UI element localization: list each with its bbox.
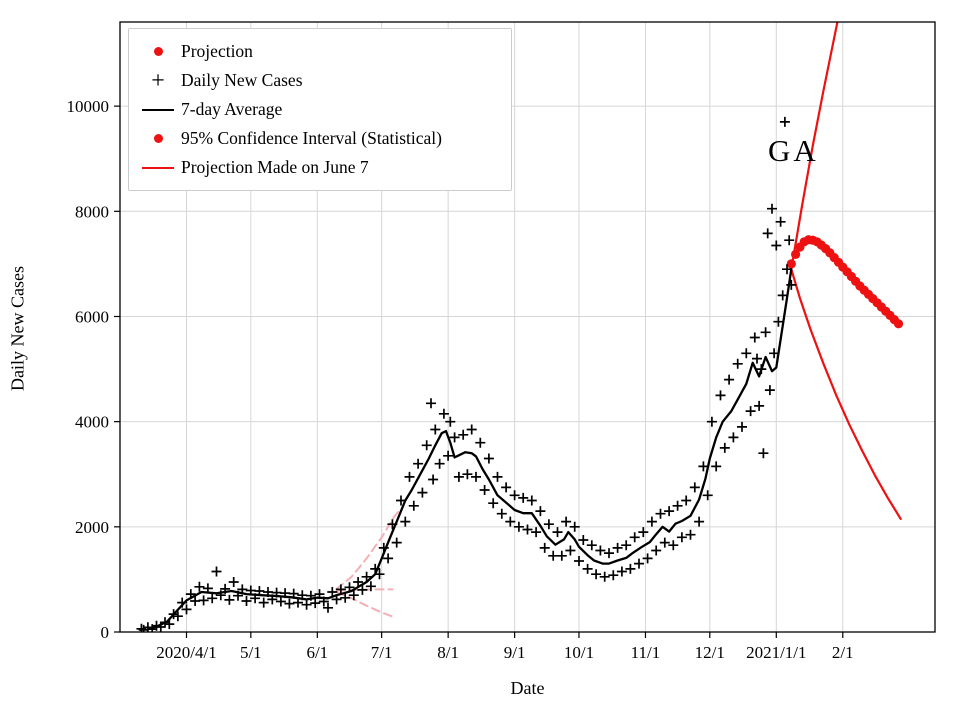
legend-item-7day-average: 7-day Average: [135, 95, 501, 124]
legend-label: 7-day Average: [181, 99, 283, 119]
svg-text:2000: 2000: [75, 518, 109, 537]
svg-text:10/1: 10/1: [564, 643, 594, 662]
red-dot-marker-icon: [135, 128, 181, 150]
svg-text:5/1: 5/1: [240, 643, 262, 662]
legend-item-daily-new-cases: Daily New Cases: [135, 66, 501, 95]
svg-text:2021/1/1: 2021/1/1: [746, 643, 806, 662]
svg-text:11/1: 11/1: [631, 643, 661, 662]
svg-text:7/1: 7/1: [371, 643, 393, 662]
chart-legend: Projection Daily New Cases 7-day Average…: [128, 28, 512, 191]
legend-label: 95% Confidence Interval (Statistical): [181, 128, 442, 148]
svg-text:8/1: 8/1: [437, 643, 459, 662]
legend-label: Projection Made on June 7: [181, 157, 369, 177]
red-dot-marker-icon: [135, 41, 181, 63]
black-line-marker-icon: [135, 99, 181, 121]
plus-marker-icon: [135, 70, 181, 92]
legend-item-confidence-interval: 95% Confidence Interval (Statistical): [135, 124, 501, 153]
y-axis-label: Daily New Cases: [7, 266, 28, 391]
svg-text:10000: 10000: [67, 97, 110, 116]
svg-text:8000: 8000: [75, 202, 109, 221]
legend-label: Projection: [181, 41, 253, 61]
legend-label: Daily New Cases: [181, 70, 303, 90]
red-line-marker-icon: [135, 157, 181, 179]
svg-text:2/1: 2/1: [832, 643, 854, 662]
state-annotation: GA: [768, 132, 819, 168]
svg-text:6/1: 6/1: [306, 643, 328, 662]
svg-text:4000: 4000: [75, 413, 109, 432]
legend-item-projection: Projection: [135, 37, 501, 66]
legend-item-projection-june7: Projection Made on June 7: [135, 153, 501, 182]
svg-text:9/1: 9/1: [504, 643, 526, 662]
svg-text:12/1: 12/1: [695, 643, 725, 662]
x-axis-label: Date: [510, 678, 545, 698]
svg-text:2020/4/1: 2020/4/1: [156, 643, 216, 662]
svg-text:6000: 6000: [75, 307, 109, 326]
svg-text:0: 0: [101, 623, 110, 642]
